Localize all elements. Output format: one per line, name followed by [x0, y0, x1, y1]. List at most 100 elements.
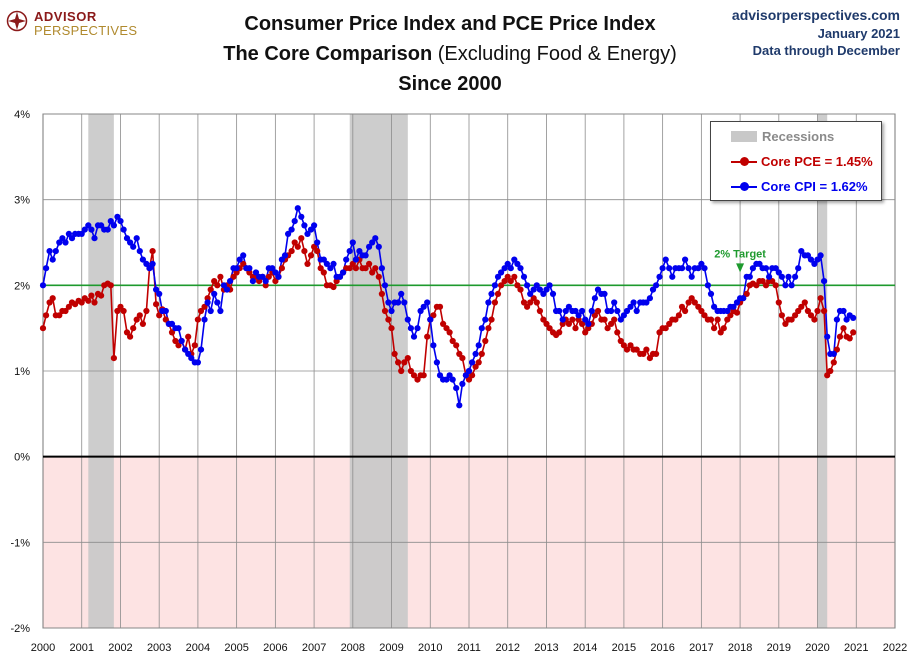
- cpi-point-49: [197, 346, 205, 353]
- cpi-point-167: [579, 307, 586, 315]
- pce-point-48: [194, 316, 201, 323]
- cpi-point-22: [110, 222, 117, 229]
- pce-point-201: [688, 295, 695, 302]
- cpi-point-181: [623, 307, 631, 315]
- cpi-point-231: [785, 273, 792, 280]
- cpi-point-248: [840, 307, 847, 315]
- pce-dot-swatch: [740, 157, 749, 166]
- cpi-dot-swatch: [740, 182, 749, 191]
- cpi-point-115: [410, 333, 418, 340]
- pce-point-126: [446, 329, 453, 336]
- cpi-point-219: [746, 273, 753, 280]
- pce-point-174: [601, 316, 608, 323]
- cpi-point-77: [288, 226, 295, 233]
- cpi-point-100: [362, 252, 369, 259]
- pce-point-101: [366, 260, 373, 267]
- cpi-point-238: [807, 256, 815, 263]
- pce-point-5: [56, 312, 63, 319]
- x-tick-label-2022: 2022: [883, 642, 907, 654]
- pce-point-91: [333, 278, 340, 285]
- pce-point-59: [230, 273, 237, 280]
- pce-point-245: [830, 359, 837, 366]
- cpi-point-166: [575, 312, 582, 319]
- pce-point-114: [407, 367, 414, 375]
- pce-point-52: [207, 286, 214, 293]
- cpi-point-32: [143, 260, 150, 267]
- advisor-perspectives-logo: ADVISOR PERSPECTIVES: [6, 8, 137, 38]
- cpi-point-180: [620, 312, 628, 319]
- cpi-point-38: [162, 307, 169, 315]
- cpi-point-97: [352, 256, 359, 263]
- pce-point-78: [291, 239, 298, 246]
- cpi-point-145: [507, 265, 514, 272]
- cpi-point-26: [123, 235, 131, 242]
- cpi-point-0: [39, 282, 47, 289]
- cpi-point-95: [346, 248, 353, 255]
- pce-point-77: [288, 248, 295, 255]
- cpi-point-90: [330, 260, 337, 267]
- cpi-point-6: [59, 235, 66, 242]
- cpi-point-61: [236, 256, 243, 263]
- cpi-point-156: [543, 286, 550, 293]
- source-site: advisorperspectives.com: [731, 7, 900, 23]
- pce-point-146: [511, 273, 518, 280]
- cpi-point-2: [46, 248, 53, 255]
- cpi-point-163: [565, 303, 573, 310]
- cpi-point-200: [685, 265, 692, 272]
- pce-point-179: [617, 337, 624, 345]
- pce-point-74: [278, 265, 285, 272]
- cpi-point-69: [262, 278, 269, 285]
- pce-point-8: [65, 303, 72, 310]
- cpi-point-42: [175, 325, 182, 332]
- pce-point-50: [201, 303, 208, 310]
- pce-point-193: [662, 325, 669, 332]
- x-tick-label-2006: 2006: [263, 642, 287, 654]
- pce-point-250: [846, 335, 853, 342]
- legend-label-recessions: Recessions: [762, 129, 835, 144]
- pce-point-134: [472, 363, 479, 370]
- cpi-point-144: [504, 260, 511, 267]
- pce-point-7: [62, 307, 69, 315]
- cpi-point-88: [323, 260, 330, 267]
- cpi-point-207: [707, 290, 715, 297]
- cpi-point-29: [133, 235, 140, 242]
- cpi-point-54: [214, 299, 221, 306]
- pce-point-116: [414, 376, 421, 383]
- legend-label-cpi: Core CPI = 1.62%: [761, 179, 868, 194]
- cpi-point-188: [646, 295, 654, 302]
- y-tick-label-2: 0%: [14, 452, 30, 464]
- pce-point-79: [294, 243, 301, 250]
- pce-point-230: [782, 320, 789, 327]
- pce-point-51: [204, 295, 211, 302]
- cpi-point-147: [514, 260, 521, 267]
- cpi-point-130: [459, 380, 466, 387]
- pce-point-197: [675, 312, 683, 319]
- cpi-point-140: [491, 282, 498, 289]
- cpi-point-25: [120, 226, 127, 233]
- pce-point-113: [404, 355, 411, 362]
- pce-point-187: [643, 346, 650, 353]
- x-tick-label-2021: 2021: [844, 642, 868, 654]
- cpi-point-137: [482, 316, 489, 323]
- cpi-point-170: [588, 307, 595, 315]
- pce-point-133: [469, 372, 476, 379]
- x-tick-label-2005: 2005: [224, 642, 248, 654]
- pce-point-243: [824, 372, 831, 379]
- pce-point-205: [701, 312, 708, 319]
- pce-point-41: [172, 337, 179, 345]
- pce-point-97: [352, 265, 359, 272]
- pce-point-38: [162, 316, 169, 323]
- cpi-point-155: [540, 290, 547, 297]
- cpi-point-123: [436, 372, 444, 379]
- pce-point-167: [579, 320, 586, 327]
- x-tick-label-2008: 2008: [341, 642, 365, 654]
- pce-point-112: [401, 359, 408, 366]
- cpi-point-217: [740, 295, 747, 302]
- pce-point-96: [349, 260, 356, 267]
- series-points: [39, 205, 857, 409]
- cpi-point-224: [762, 265, 770, 272]
- pce-point-81: [301, 248, 308, 255]
- pce-point-238: [807, 312, 815, 319]
- pce-point-160: [556, 329, 563, 336]
- cpi-point-23: [114, 213, 121, 220]
